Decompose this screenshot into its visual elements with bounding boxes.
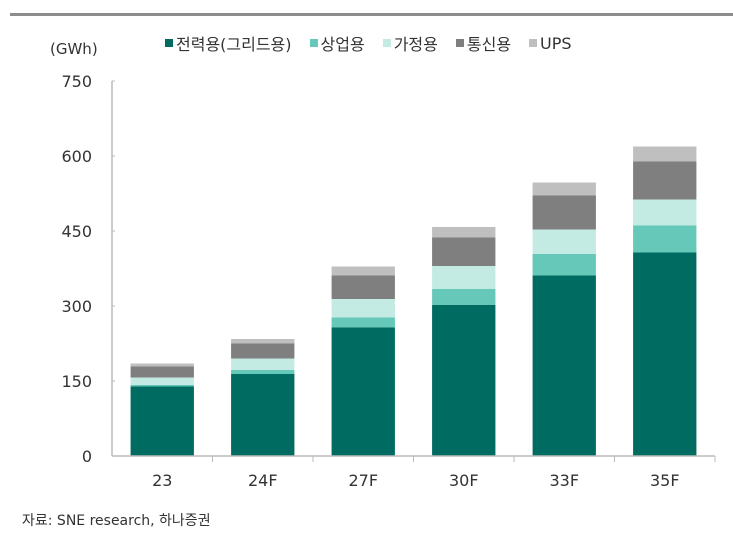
bar-segment <box>432 305 496 456</box>
bar-segment <box>130 363 194 367</box>
bar-segment <box>130 377 194 385</box>
legend-item: 가정용 <box>382 31 438 55</box>
y-tick-label: 450 <box>61 222 92 241</box>
y-tick-label: 150 <box>61 372 92 391</box>
source-note: 자료: SNE research, 하나증권 <box>22 513 211 529</box>
bar-segment <box>231 370 295 374</box>
x-tick-label: 30F <box>449 471 479 490</box>
legend-swatch <box>529 39 538 47</box>
y-tick-label: 300 <box>61 297 92 316</box>
bar-segment <box>633 199 697 226</box>
x-tick-label: 23 <box>152 471 172 490</box>
x-tick-label: 24F <box>248 471 278 490</box>
bar-segment <box>331 317 395 328</box>
legend-swatch <box>309 39 318 47</box>
bar-segment <box>532 195 596 230</box>
bar-segment <box>633 252 697 456</box>
legend-item: 통신용 <box>455 31 512 55</box>
bar-segment <box>432 227 496 238</box>
header-divider <box>10 13 733 16</box>
bar-segment <box>331 266 395 276</box>
bar-segment <box>331 299 395 318</box>
legend-label: UPS <box>540 33 572 53</box>
bar-segment <box>231 374 295 456</box>
bar-segment <box>331 275 395 299</box>
y-tick-label: 750 <box>61 72 92 91</box>
legend: 전력용(그리드용) 상업용 가정용 통신용 UPS <box>165 31 572 55</box>
legend-swatch <box>455 39 464 47</box>
legend-item: UPS <box>529 31 572 55</box>
legend-item: 상업용 <box>309 31 365 55</box>
bar-segment <box>432 266 496 289</box>
legend-label: 전력용(그리드용) <box>176 35 292 54</box>
bar-segment <box>231 358 295 370</box>
bar-segment <box>633 225 697 253</box>
bar-segment <box>432 237 496 266</box>
bar-segment <box>130 385 194 387</box>
legend-item: 전력용(그리드용) <box>165 31 292 55</box>
bar-segment <box>432 289 496 305</box>
x-tick-label: 33F <box>549 471 579 490</box>
x-tick-label: 35F <box>650 471 680 490</box>
bar-segment <box>130 386 194 456</box>
y-tick-label: 600 <box>61 147 92 166</box>
y-tick-label: 0 <box>82 447 92 466</box>
bar-segment <box>532 182 596 196</box>
legend-label: 상업용 <box>320 35 365 54</box>
bar-segment <box>231 343 295 359</box>
legend-swatch <box>165 39 173 47</box>
bar-segment <box>532 229 596 254</box>
unit-label: (GWh) <box>50 40 98 58</box>
legend-label: 통신용 <box>466 35 512 54</box>
bar-segment <box>633 146 697 162</box>
bar-segment <box>633 161 697 200</box>
bar-segment <box>532 275 596 456</box>
bar-segment <box>130 366 194 378</box>
legend-swatch <box>382 39 391 47</box>
x-tick-label: 27F <box>348 471 378 490</box>
legend-label: 가정용 <box>393 35 438 54</box>
bar-segment <box>331 327 395 456</box>
bar-segment <box>231 339 295 344</box>
bar-segment <box>532 254 596 276</box>
